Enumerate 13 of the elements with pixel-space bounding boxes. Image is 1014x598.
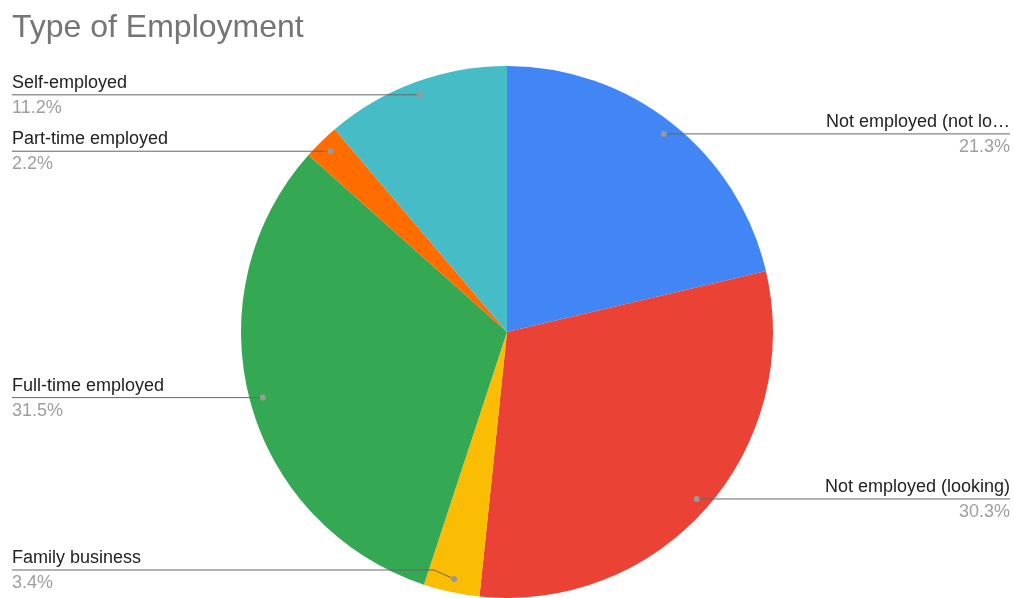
data-label: 3.4%: [12, 571, 54, 592]
chart-title: Type of Employment: [12, 8, 304, 45]
data-label: 2.2%: [12, 153, 54, 174]
slice-label: Not employed (looking): [824, 475, 1010, 496]
data-label: 21.3%: [958, 135, 1010, 156]
slice-label: Family business: [12, 546, 142, 567]
slice-label: Part-time employed: [12, 128, 169, 149]
slice-label: Not employed (not lo…: [825, 110, 1010, 131]
data-label: 31.5%: [12, 399, 64, 420]
data-label: 11.2%: [12, 96, 62, 117]
slice-label: Self-employed: [12, 71, 128, 92]
data-label: 30.3%: [958, 500, 1010, 521]
slice-label: Full-time employed: [12, 374, 165, 395]
